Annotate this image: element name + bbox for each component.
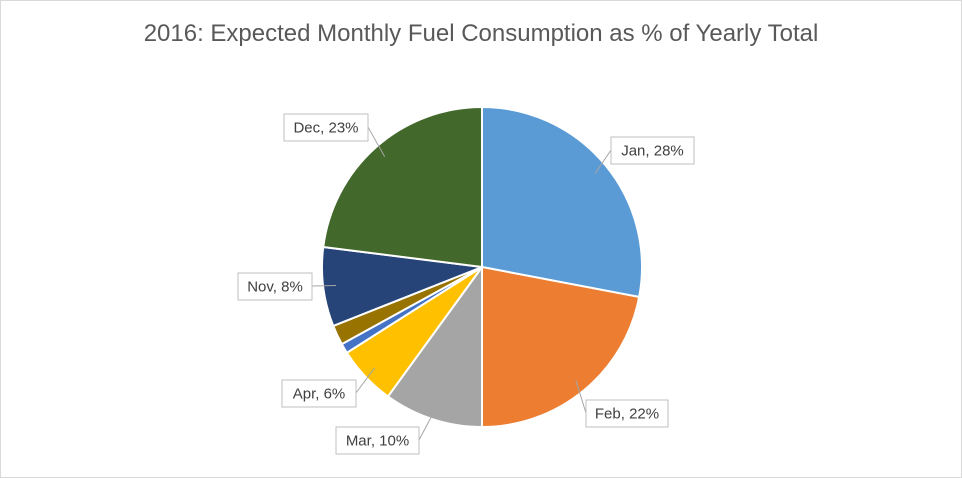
data-label-box	[585, 399, 669, 428]
pie-slice-jan	[481, 105, 643, 299]
data-label-box	[610, 136, 695, 165]
chart-title: 2016: Expected Monthly Fuel Consumption …	[143, 20, 819, 47]
data-label-text: Feb, 22%	[595, 406, 659, 423]
leader-lines	[311, 126, 612, 441]
data-label-box	[283, 113, 369, 142]
data-label-text: Mar, 10%	[346, 433, 409, 450]
data-label-feb: Feb, 22%	[585, 399, 669, 428]
pie-slice-dec	[322, 105, 483, 269]
data-label-text: Jan, 28%	[621, 143, 684, 160]
data-label-nov: Nov, 8%	[237, 272, 313, 301]
leader-line-nov	[311, 284, 336, 287]
data-label-jan: Jan, 28%	[610, 136, 695, 165]
data-label-box	[237, 272, 313, 301]
data-label-apr: Apr, 6%	[281, 379, 357, 408]
data-label-box	[281, 379, 357, 408]
pie-slices	[321, 105, 643, 429]
data-label-text: Apr, 6%	[293, 386, 346, 403]
leader-line-jan	[595, 149, 612, 174]
data-label-text: Nov, 8%	[247, 279, 303, 296]
pie-slice-feb	[481, 265, 641, 429]
data-labels: Jan, 28% Feb, 22% Mar, 10% Apr, 6% Nov, 8% De…	[237, 113, 695, 455]
data-label-mar: Mar, 10%	[335, 426, 420, 455]
data-label-text: Dec, 23%	[293, 120, 358, 137]
data-label-dec: Dec, 23%	[283, 113, 369, 142]
leader-line-apr	[355, 367, 376, 394]
leader-line-feb	[575, 380, 587, 414]
data-label-box	[335, 426, 420, 455]
leader-line-mar	[418, 406, 437, 441]
leader-line-dec	[367, 126, 386, 157]
pie-slice-mar	[386, 263, 483, 429]
